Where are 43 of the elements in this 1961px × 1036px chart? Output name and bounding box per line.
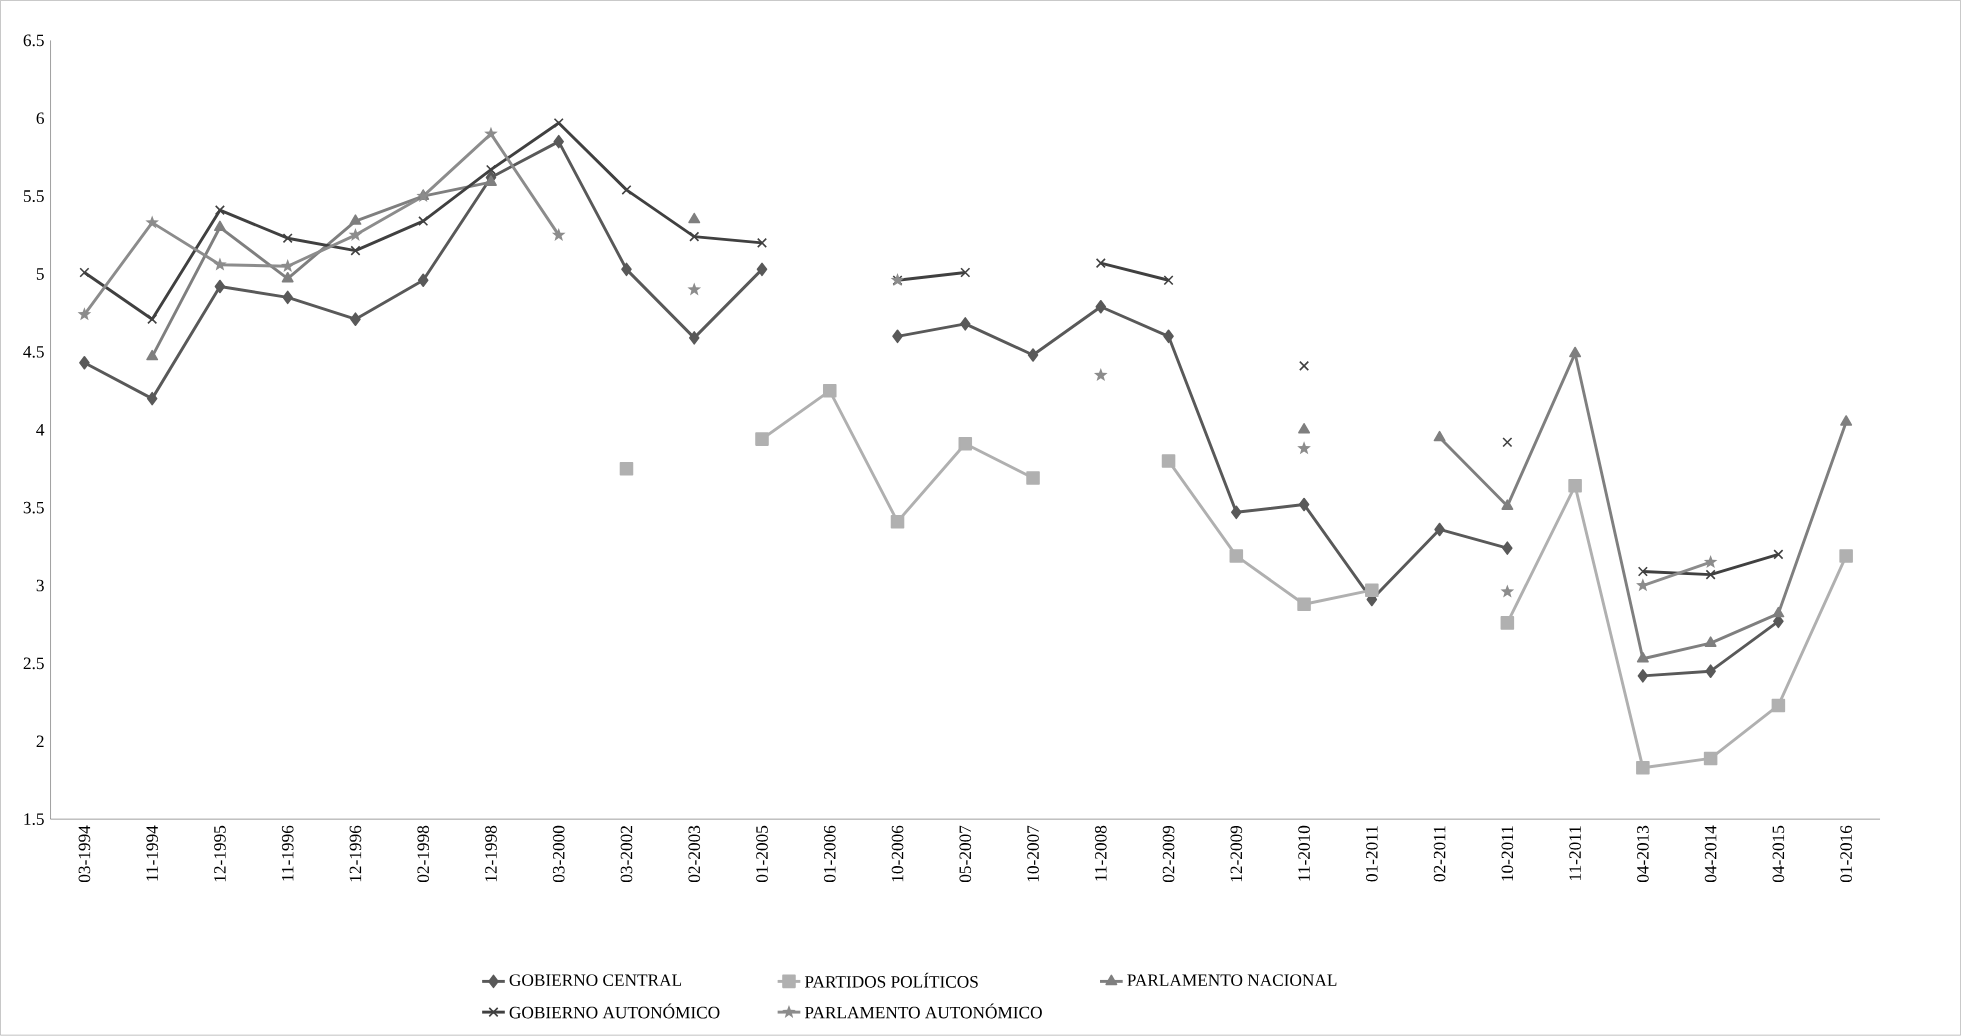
x-tick-label: 02-2011: [1433, 826, 1446, 882]
legend-label: GOBIERNO AUTONÓMICO: [509, 1003, 720, 1019]
x-tick-label: 01-2006: [823, 825, 836, 883]
y-tick-label: 5: [36, 268, 44, 280]
x-tick-label: 10-2006: [891, 825, 904, 882]
legend-label: PARLAMENTO NACIONAL: [1127, 974, 1337, 987]
y-tick-label: 1.5: [24, 813, 44, 826]
x-tick-label: 11-2011: [1569, 826, 1581, 881]
y-tick-label: 2: [36, 735, 44, 748]
legend-label: PARTIDOS POLÍTICOS: [804, 972, 978, 988]
y-tick-label: 4: [36, 424, 45, 436]
x-tick-label: 02-2003: [688, 826, 701, 883]
x-tick-label: 11-1996: [281, 825, 294, 881]
x-tick-label: 10-2007: [1027, 825, 1039, 882]
x-tick-label: 02-2009: [1162, 826, 1175, 883]
y-tick-label: 5.5: [23, 190, 44, 203]
x-tick-label: 11-2008: [1094, 826, 1107, 881]
x-tick-label: 12-2009: [1230, 826, 1243, 882]
x-tick-label: 03-2000: [552, 826, 565, 883]
x-tick-label: 12-1995: [214, 826, 226, 882]
x-tick-label: 04-2014: [1704, 825, 1717, 883]
y-tick-label: 3: [36, 579, 44, 592]
y-tick-label: 2.5: [23, 657, 44, 670]
legend-label: GOBIERNO CENTRAL: [509, 974, 682, 987]
x-tick-label: 11-1994: [146, 825, 158, 881]
x-tick-label: 12-1996: [349, 825, 362, 882]
x-tick-label: 01-2005: [756, 826, 768, 883]
x-tick-label: 01-2011: [1366, 826, 1378, 882]
legend-label: PARLAMENTO AUTONÓMICO: [804, 1003, 1042, 1019]
x-tick-label: 04-2015: [1772, 826, 1785, 883]
x-tick-label: 12-1998: [485, 826, 497, 882]
y-tick-label: 4.5: [23, 346, 44, 358]
x-tick-label: 03-2002: [620, 826, 633, 883]
x-tick-label: 01-2016: [1840, 825, 1852, 883]
x-tick-label: 04-2013: [1637, 826, 1649, 883]
y-tick-label: 6.5: [23, 34, 44, 47]
y-tick-label: 6: [36, 112, 45, 125]
y-tick-label: 3.5: [23, 502, 44, 514]
x-tick-label: 10-2011: [1501, 826, 1514, 881]
x-tick-label: 03-1994: [78, 825, 91, 883]
x-tick-label: 11-2010: [1298, 826, 1310, 881]
x-tick-label: 05-2007: [959, 825, 972, 883]
x-tick-label: 02-1998: [417, 826, 430, 883]
